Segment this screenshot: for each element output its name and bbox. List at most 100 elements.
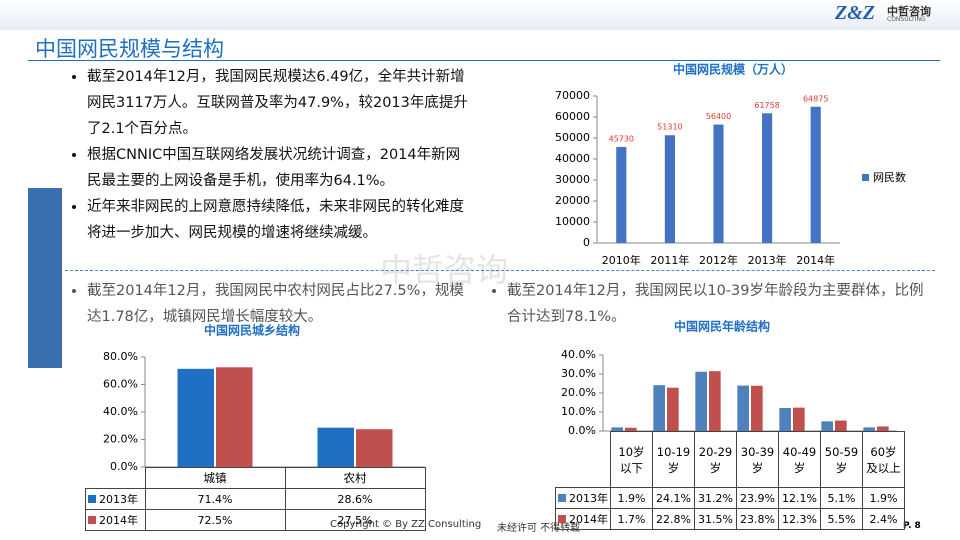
table-value: 1.7% — [610, 508, 653, 530]
table-value: 71.4% — [144, 488, 286, 510]
bar — [877, 426, 889, 431]
legend-swatch — [862, 174, 869, 181]
bar — [177, 368, 214, 467]
bar — [667, 387, 679, 431]
category-label: 50-59岁 — [820, 431, 863, 488]
y-tick-label: 50000 — [555, 131, 590, 144]
bullet: 近年来非网民的上网意愿持续降低，未来非网民的转化难度将进一步加大、网民规模的增速… — [87, 194, 470, 246]
bullet: 截至2014年12月，我国网民以10-39岁年龄段为主要群体，比例合计达到78.… — [507, 278, 930, 330]
x-tick-label: 2012年 — [699, 253, 738, 267]
data-label: 56400 — [706, 112, 731, 121]
top-bullets: 截至2014年12月，我国网民规模达6.49亿，全年共计新增网民3117万人。互… — [65, 64, 470, 246]
table-row: 2013年 1.9% 24.1% 31.2% 23.9% 12.1% 5.1% 1.9% — [555, 487, 905, 509]
bullet: 截至2014年12月，我国网民规模达6.49亿，全年共计新增网民3117万人。互… — [87, 64, 470, 142]
table-corner — [555, 431, 611, 488]
y-tick-label: 60000 — [555, 110, 590, 123]
bullet: 根据CNNIC中国互联网络发展状况统计调查，2014年新网民最主要的上网设备是手… — [87, 142, 470, 194]
data-table: 10岁以下 10-19岁 20-29岁 30-39岁 40-49岁 50-59岁 60岁及以… — [555, 431, 905, 530]
table-value: 12.3% — [778, 508, 821, 530]
chart-title: 中国网民城乡结构 — [204, 323, 300, 338]
bar — [779, 408, 791, 431]
bar — [695, 371, 707, 431]
legend-label: 2014年 — [99, 514, 138, 527]
table-value: 1.9% — [610, 487, 653, 509]
bar — [356, 429, 393, 467]
bullet: 截至2014年12月，我国网民中农村网民占比27.5%，规模达1.78亿，城镇网… — [87, 278, 465, 330]
category-label: 10-19岁 — [652, 431, 695, 488]
bar — [762, 113, 773, 243]
table-value: 2.4% — [862, 508, 905, 530]
logo-en: CONSULTING — [887, 16, 926, 23]
legend-label: 网民数 — [873, 171, 906, 184]
table-header: 10岁以下 10-19岁 20-29岁 30-39岁 40-49岁 50-59岁 60岁及以… — [555, 431, 905, 488]
table-value: 23.8% — [736, 508, 779, 530]
y-tick-label: 40.0% — [561, 348, 596, 361]
bullet-list: 截至2014年12月，我国网民规模达6.49亿，全年共计新增网民3117万人。互… — [65, 64, 470, 246]
legend-swatch — [558, 515, 566, 523]
table-value: 27.5% — [284, 509, 426, 531]
category-label: 30-39岁 — [736, 431, 779, 488]
data-label: 64875 — [803, 94, 828, 103]
x-tick-label: 2013年 — [748, 253, 787, 267]
y-tick-label: 40000 — [555, 152, 590, 165]
bar — [737, 385, 749, 431]
legend-swatch — [558, 494, 566, 502]
table-value: 28.6% — [284, 488, 426, 510]
table-value: 1.9% — [862, 487, 905, 509]
bar — [664, 135, 675, 243]
table-value: 22.8% — [652, 508, 695, 530]
category-label: 农村 — [284, 467, 426, 489]
footer-note: 未经许可 不得转载 — [497, 523, 581, 534]
logo-cn: 中哲咨询 — [887, 5, 931, 18]
bar — [793, 407, 805, 431]
row-header: 2013年 — [555, 487, 611, 509]
category-label: 城镇 — [144, 467, 286, 489]
y-tick-label: 20.0% — [103, 433, 138, 446]
y-tick-label: 30.0% — [561, 367, 596, 380]
bar — [611, 427, 623, 431]
data-label: 45730 — [609, 134, 634, 143]
table-value: 31.5% — [694, 508, 737, 530]
y-tick-label: 20000 — [555, 194, 590, 207]
x-tick-label: 2010年 — [602, 253, 641, 267]
legend-label: 2013年 — [99, 493, 138, 506]
category-label: 10岁以下 — [610, 431, 653, 488]
y-tick-label: 20.0% — [561, 386, 596, 399]
bar — [863, 427, 875, 431]
bar — [835, 420, 847, 431]
y-tick-label: 60.0% — [103, 378, 138, 391]
data-label: 51310 — [657, 123, 682, 132]
data-table: 城镇 农村 2013年 71.4% 28.6% 2014年 72.5% 27.5% — [85, 467, 426, 531]
right-bullet: 截至2014年12月，我国网民以10-39岁年龄段为主要群体，比例合计达到78.… — [485, 278, 930, 330]
category-label: 60岁及以上 — [862, 431, 905, 488]
data-label: 61758 — [754, 101, 779, 110]
bar — [709, 371, 721, 431]
table-value: 23.9% — [736, 487, 779, 509]
header-bar — [0, 0, 960, 30]
legend-swatch — [88, 516, 96, 524]
row-header: 2014年 — [555, 508, 611, 530]
table-row: 2014年 72.5% 27.5% — [85, 509, 426, 531]
y-tick-label: 40.0% — [103, 405, 138, 418]
row-header: 2013年 — [85, 488, 146, 510]
row-header: 2014年 — [85, 509, 146, 531]
legend-label: 2014年 — [569, 513, 608, 526]
bar — [653, 385, 665, 431]
bar — [810, 106, 821, 243]
bar — [216, 367, 253, 467]
page-number: P. 8 — [903, 521, 921, 531]
table-header: 城镇 农村 — [85, 467, 426, 489]
bar — [713, 124, 724, 243]
y-tick-label: 0 — [583, 236, 590, 249]
bar — [821, 421, 833, 431]
table-value: 24.1% — [652, 487, 695, 509]
y-tick-label: 70000 — [555, 89, 590, 102]
table-row: 2013年 71.4% 28.6% — [85, 488, 426, 510]
legend-label: 2013年 — [569, 492, 608, 505]
y-tick-label: 10000 — [555, 215, 590, 228]
chart-title: 中国网民规模（万人） — [673, 62, 793, 77]
y-tick-label: 10.0% — [561, 405, 596, 418]
x-tick-label: 2011年 — [650, 253, 689, 267]
